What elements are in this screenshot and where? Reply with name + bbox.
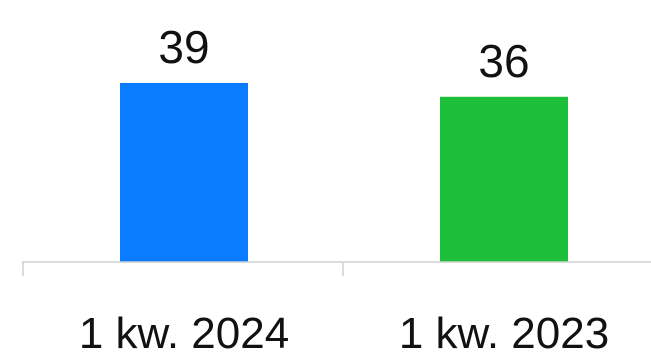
bar-1 xyxy=(120,83,248,262)
value-label-2: 36 xyxy=(478,35,529,87)
x-tick-label-2: 1 kw. 2023 xyxy=(399,309,609,353)
x-tick-label-1: 1 kw. 2024 xyxy=(79,309,289,353)
plot-area: 39 1 kw. 2024 36 1 kw. 2023 xyxy=(22,21,651,353)
value-label-1: 39 xyxy=(158,21,209,73)
bar-2 xyxy=(440,96,568,263)
